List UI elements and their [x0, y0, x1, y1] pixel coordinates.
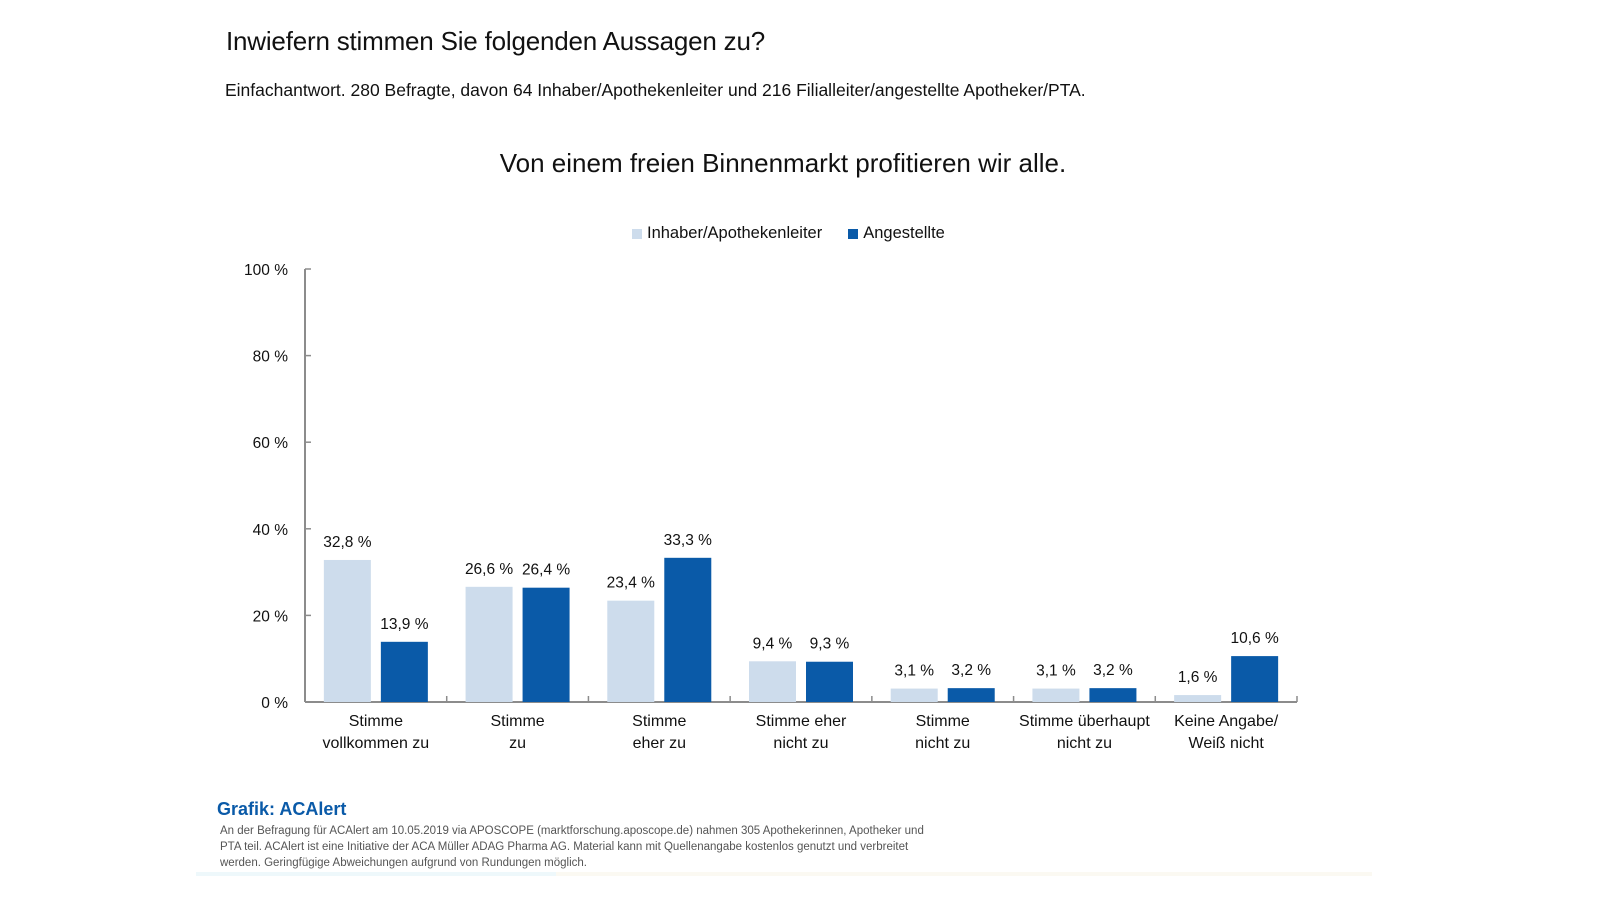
x-category-label: Stimme eher — [756, 713, 847, 730]
x-category-label: vollkommen zu — [323, 735, 430, 752]
x-category-label: Stimme — [349, 713, 403, 730]
bar-inhaber — [465, 586, 513, 702]
data-label-angestellte: 13,9 % — [380, 616, 428, 633]
x-category-label: nicht zu — [915, 735, 970, 752]
data-label-inhaber: 1,6 % — [1178, 669, 1218, 686]
bar-angestellte — [947, 688, 995, 702]
x-category-label: zu — [509, 735, 526, 752]
x-category-label: nicht zu — [773, 735, 828, 752]
data-label-inhaber: 23,4 % — [607, 575, 655, 592]
source-text: An der Befragung für ACAlert am 10.05.20… — [220, 825, 924, 869]
bar-inhaber — [323, 559, 371, 702]
data-label-inhaber: 9,4 % — [753, 635, 793, 652]
legend-swatch-angestellte — [848, 228, 859, 239]
y-tick-label: 60 % — [253, 435, 289, 452]
bar-angestellte — [522, 587, 570, 702]
data-label-angestellte: 3,2 % — [951, 662, 991, 679]
data-label-angestellte: 3,2 % — [1093, 662, 1133, 679]
data-label-angestellte: 26,4 % — [522, 562, 570, 579]
y-tick-label: 40 % — [253, 522, 289, 539]
y-tick-label: 20 % — [253, 608, 289, 625]
x-category-label: Stimme überhaupt — [1019, 713, 1150, 730]
source-title: Grafik: ACAlert — [217, 799, 347, 819]
data-label-inhaber: 3,1 % — [1036, 663, 1076, 680]
data-label-inhaber: 26,6 % — [465, 561, 513, 578]
x-category-label: Stimme — [490, 713, 544, 730]
x-category-label: Keine Angabe/ — [1174, 713, 1279, 730]
data-label-angestellte: 33,3 % — [664, 532, 712, 549]
bar-inhaber — [749, 661, 796, 702]
bottom-strip-accent — [196, 872, 556, 876]
x-category-label: Stimme — [916, 713, 970, 730]
data-label-inhaber: 3,1 % — [894, 663, 934, 680]
y-tick-label: 100 % — [244, 262, 288, 279]
bar-inhaber — [607, 600, 655, 702]
bottom-strip — [196, 872, 1372, 876]
data-label-inhaber: 32,8 % — [323, 534, 371, 551]
bar-angestellte — [664, 557, 712, 702]
legend-label-inhaber: Inhaber/Apothekenleiter — [647, 224, 823, 242]
legend-label-angestellte: Angestellte — [863, 224, 945, 242]
legend-item-angestellte: Angestellte — [848, 224, 945, 243]
question-subtitle: Einfachantwort. 280 Befragte, davon 64 I… — [225, 80, 1086, 100]
bar-angestellte — [806, 661, 853, 702]
bar-inhaber — [890, 688, 938, 702]
bar-inhaber — [1032, 688, 1080, 702]
bar-angestellte — [1231, 656, 1279, 702]
x-category-label: Weiß nicht — [1189, 735, 1265, 752]
bar-angestellte — [1089, 688, 1137, 702]
chart-title: Von einem freien Binnenmarkt profitieren… — [499, 148, 1067, 178]
x-category-label: Stimme — [632, 713, 686, 730]
data-label-angestellte: 10,6 % — [1231, 630, 1279, 647]
bar-inhaber — [1174, 695, 1222, 702]
legend-item-inhaber: Inhaber/Apothekenleiter — [632, 224, 822, 243]
chart-legend: Inhaber/Apothekenleiter Angestellte — [632, 224, 971, 243]
y-tick-label: 80 % — [253, 349, 289, 366]
x-category-label: nicht zu — [1057, 735, 1112, 752]
y-tick-label: 0 % — [261, 695, 288, 712]
bar-angestellte — [380, 641, 428, 702]
x-category-label: eher zu — [633, 735, 686, 752]
legend-swatch-inhaber — [632, 228, 642, 239]
question-title: Inwiefern stimmen Sie folgenden Aussagen… — [226, 26, 765, 56]
data-label-angestellte: 9,3 % — [810, 636, 850, 653]
